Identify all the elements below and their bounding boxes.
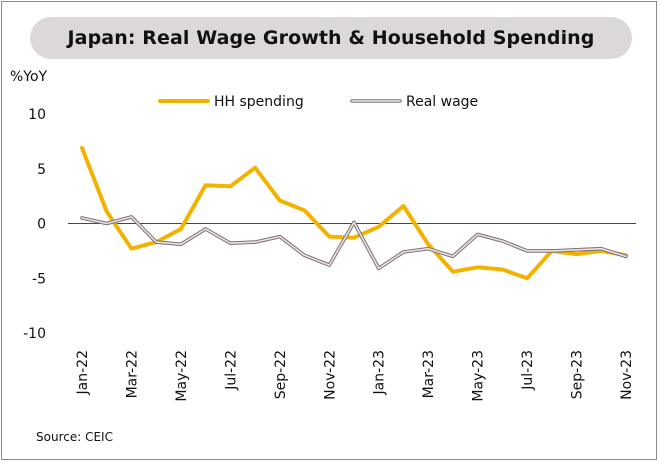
y-tick-label: 10 bbox=[28, 107, 46, 123]
legend-label-hh-spending: HH spending bbox=[214, 94, 304, 110]
x-tick-label: Jan-22 bbox=[75, 350, 91, 395]
y-axis-unit-label: %YoY bbox=[10, 69, 48, 85]
y-tick-label: 0 bbox=[37, 217, 46, 233]
series-line-real-wage bbox=[81, 216, 627, 270]
x-tick-label: Jul-23 bbox=[520, 350, 536, 391]
y-tick-label: 5 bbox=[37, 162, 46, 178]
x-tick-label: Nov-22 bbox=[322, 350, 338, 400]
x-tick-label: Sep-23 bbox=[570, 350, 586, 399]
chart-title: Japan: Real Wage Growth & Household Spen… bbox=[67, 27, 595, 49]
x-tick-label: Jul-22 bbox=[223, 350, 239, 391]
x-tick-label: Mar-22 bbox=[124, 350, 140, 398]
x-tick-label: Mar-23 bbox=[421, 350, 437, 398]
x-tick-label: May-23 bbox=[471, 350, 487, 402]
series-line-hh-spending bbox=[80, 145, 628, 281]
y-tick-label: -5 bbox=[32, 271, 46, 287]
x-tick-label: May-22 bbox=[174, 350, 190, 402]
y-tick-label: -10 bbox=[23, 326, 46, 342]
x-tick-label: Sep-22 bbox=[273, 350, 289, 399]
chart-title-banner: Japan: Real Wage Growth & Household Spen… bbox=[30, 17, 632, 59]
legend-label-real-wage: Real wage bbox=[406, 94, 478, 110]
x-tick-label: Nov-23 bbox=[619, 350, 635, 400]
source-note: Source: CEIC bbox=[36, 430, 113, 444]
x-tick-label: Jan-23 bbox=[372, 350, 388, 395]
